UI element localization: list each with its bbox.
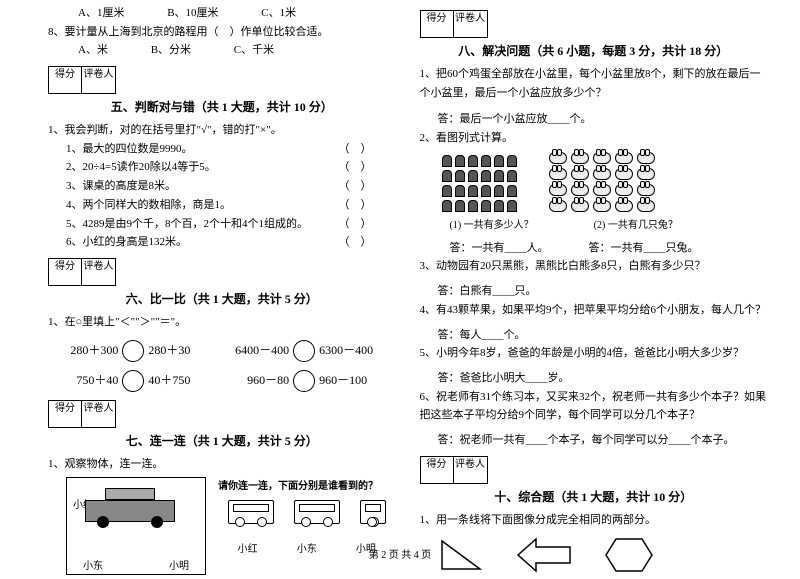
people-icon	[442, 155, 519, 214]
cmp2: 6400－4006300－400	[235, 340, 373, 362]
reviewer-cell: 评卷人	[82, 66, 116, 94]
opt-b: B、分米	[151, 44, 191, 56]
cmp4: 960－80960－100	[247, 370, 367, 392]
q8-2: 2、看图列式计算。	[420, 129, 768, 148]
bus-icon	[294, 500, 340, 524]
q8-1: 1、把60个鸡蛋全部放在小盆里，每个小盆里放8个，剩下的放在最后一个小盆里，最后…	[420, 65, 768, 102]
sec5-i2: 2、20÷4=5读作20除以4等于5。（ ）	[48, 158, 396, 177]
paren: （ ）	[339, 158, 372, 177]
sec5-i6: 6、小红的身高是132米。（ ）	[48, 233, 396, 252]
q8-3: 3、动物园有20只黑熊，黑熊比白熊多8只，白熊有多少只？	[420, 257, 768, 276]
paren: （ ）	[339, 233, 372, 252]
opt-a: A、米	[78, 44, 108, 56]
q2-figures	[438, 152, 768, 214]
section-7-title: 七、连一连（共 1 大题，共计 5 分）	[48, 432, 396, 449]
sec5-lead: 1、我会判断，对的在括号里打"√"，错的打"×"。	[48, 121, 396, 140]
compare-row-2: 750＋4040＋750 960－80960－100	[48, 370, 396, 392]
section-5-title: 五、判断对与错（共 1 大题，共计 10 分）	[48, 98, 396, 115]
right-column: 得分 评卷人 八、解决问题（共 6 小题，每题 3 分，共计 18 分） 1、把…	[404, 4, 776, 545]
rabbit-icon	[549, 152, 657, 214]
sec5-i1: 1、最大的四位数是9990。（ ）	[48, 140, 396, 159]
ans-a: 答：一共有____人。	[450, 239, 549, 258]
sec5-i5: 5、4289是由9个千，8个百，2个十和4个1组成的。（ ）	[48, 215, 396, 234]
score-cell: 得分	[48, 258, 82, 286]
score-cell: 得分	[48, 400, 82, 428]
q7-options: A、1厘米 B、10厘米 C、1米	[48, 4, 396, 23]
opt-c: C、千米	[234, 44, 274, 56]
q10-1: 1、用一条线将下面图像分成完全相同的两部分。	[420, 511, 768, 530]
reviewer-cell: 评卷人	[454, 10, 488, 38]
left-column: A、1厘米 B、10厘米 C、1米 8、要计量从上海到北京的路程用（ ）作单位比…	[40, 4, 404, 545]
sub-labels: (1) 一共有多少人？ (2) 一共有几只兔？	[450, 216, 768, 231]
bus-icon	[228, 500, 274, 524]
sec7-lead: 1、观察物体，连一连。	[48, 455, 396, 474]
a8-3: 答：白熊有____只。	[420, 282, 768, 301]
sec6-lead: 1、在○里填上"＜""＞""＝"。	[48, 313, 396, 332]
section-6-title: 六、比一比（共 1 大题，共计 5 分）	[48, 290, 396, 307]
opt-c: C、1米	[261, 7, 296, 19]
score-cell: 得分	[420, 10, 454, 38]
score-cell: 得分	[420, 456, 454, 484]
a8-1: 答：最后一个小盆应放____个。	[420, 110, 768, 129]
score-box-10: 得分 评卷人	[420, 456, 768, 484]
sec5-i3: 3、课桌的高度是8米。（ ）	[48, 177, 396, 196]
compare-row-1: 280＋300280＋30 6400－4006300－400	[48, 340, 396, 362]
bus-views: 请你连一连，下面分别是谁看到的？ 小红 小东 小明	[218, 473, 396, 579]
circle-blank	[293, 340, 315, 362]
q8-6: 6、祝老师有31个练习本，又买来32个，祝老师一共有多少个本子？如果把这些本子平…	[420, 388, 768, 425]
q8-options: A、米 B、分米 C、千米	[48, 41, 396, 60]
section-8-title: 八、解决问题（共 6 小题，每题 3 分，共计 18 分）	[420, 42, 768, 59]
bus-icon	[360, 500, 386, 524]
bus-row	[218, 500, 396, 524]
reviewer-cell: 评卷人	[82, 258, 116, 286]
car-icon	[85, 488, 175, 528]
opt-a: A、1厘米	[78, 7, 124, 19]
sub-answers: 答：一共有____人。 答：一共有____只兔。	[450, 239, 768, 258]
sec5-i4: 4、两个同样大的数相除，商是1。（ ）	[48, 196, 396, 215]
page: A、1厘米 B、10厘米 C、1米 8、要计量从上海到北京的路程用（ ）作单位比…	[0, 0, 800, 545]
a8-4: 答：每人____个。	[420, 326, 768, 345]
paren: （ ）	[339, 140, 372, 159]
score-box-6: 得分 评卷人	[48, 258, 396, 286]
section-10-title: 十、综合题（共 1 大题，共计 10 分）	[420, 488, 768, 505]
circle-blank	[293, 370, 315, 392]
opt-b: B、10厘米	[167, 7, 218, 19]
cmp3: 750＋4040＋750	[76, 370, 190, 392]
q8-5: 5、小明今年8岁，爸爸的年龄是小明的4倍，爸爸比小明大多少岁？	[420, 344, 768, 363]
cmp1: 280＋300280＋30	[70, 340, 190, 362]
a8-6: 答：祝老师一共有____个本子，每个同学可以分____个本子。	[420, 431, 768, 450]
q8-text: 8、要计量从上海到北京的路程用（ ）作单位比较合适。	[48, 23, 396, 42]
score-box-7: 得分 评卷人	[48, 400, 396, 428]
page-footer: 第 2 页 共 4 页	[0, 546, 800, 561]
reviewer-cell: 评卷人	[454, 456, 488, 484]
paren: （ ）	[339, 177, 372, 196]
ans-b: 答：一共有____只兔。	[589, 239, 699, 258]
score-box-5: 得分 评卷人	[48, 66, 396, 94]
score-box-8: 得分 评卷人	[420, 10, 768, 38]
score-cell: 得分	[48, 66, 82, 94]
hint-text: 请你连一连，下面分别是谁看到的？	[218, 477, 396, 492]
sub2: (2) 一共有几只兔？	[594, 216, 678, 231]
paren: （ ）	[339, 215, 372, 234]
sub1: (1) 一共有多少人？	[450, 216, 534, 231]
reviewer-cell: 评卷人	[82, 400, 116, 428]
sec7-figures: 小红 小东 小明 请你连一连，下面分别是谁看到的？ 小红	[48, 473, 396, 579]
circle-blank	[122, 340, 144, 362]
a8-5: 答：爸爸比小明大____岁。	[420, 369, 768, 388]
paren: （ ）	[339, 196, 372, 215]
circle-blank	[122, 370, 144, 392]
q8-4: 4、有43颗苹果，如果平均9个，把苹果平均分给6个小朋友，每人几个？	[420, 301, 768, 320]
